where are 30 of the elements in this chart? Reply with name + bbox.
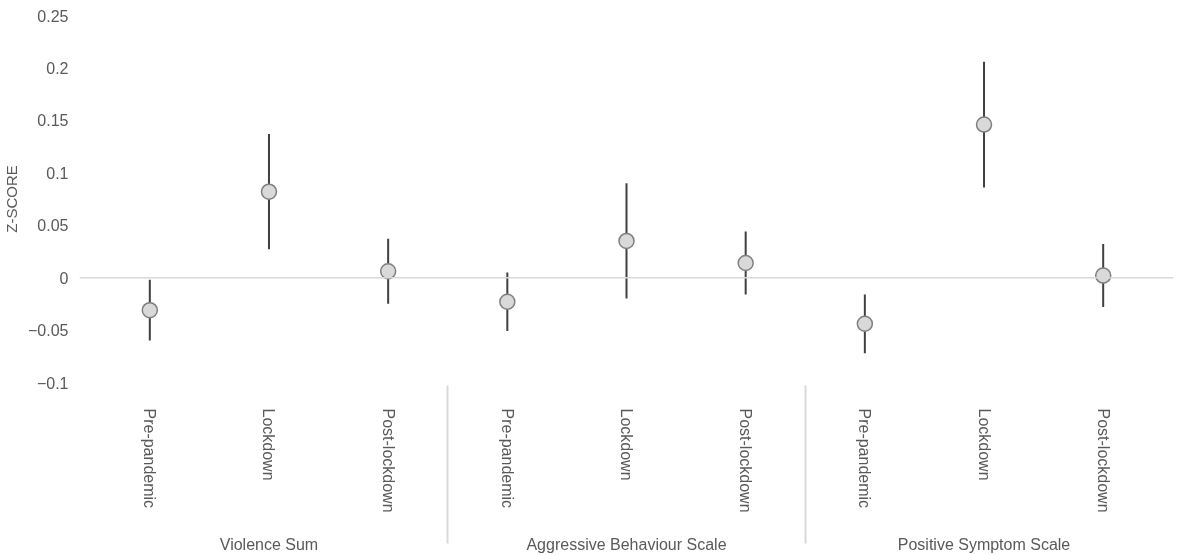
point [737,254,754,272]
text: Positive Symptom Scale [897,535,1071,553]
point [499,293,516,310]
x-tick-label: Lockdown [618,408,635,481]
x-tick-label: Pre-pandemic [141,408,159,509]
x-tick-label: Lockdown [975,408,993,481]
y-tick-label: 0 [59,269,69,287]
text: Aggressive Behaviour Scale [526,535,727,553]
point [260,183,278,200]
y-tick-label: −0.1 [36,374,69,392]
point [1094,267,1112,284]
point [618,232,635,250]
x-tick-label: Pre-pandemic [856,408,874,509]
x-tick-label: Pre-pandemic [498,408,516,509]
y-tick-label: 0.1 [46,164,69,182]
x-tick-label: Lockdown [260,408,278,481]
y-axis-title: Z-SCORE [3,165,21,233]
y-tick-label: −0.05 [28,322,69,340]
x-tick-label: Post-lockdown [1094,408,1112,513]
point [856,315,874,333]
y-tick-label: 0.05 [37,217,69,235]
y-tick-label: 0.25 [37,7,69,25]
x-tick-label: Post-lockdown [737,408,755,513]
point [379,263,397,280]
point [141,301,159,319]
point [975,116,993,133]
x-tick-label: Post-lockdown [379,408,397,513]
y-tick-label: 0.15 [37,112,69,130]
y-tick-label: 0.2 [46,59,69,77]
text: Violence Sum [219,535,319,553]
